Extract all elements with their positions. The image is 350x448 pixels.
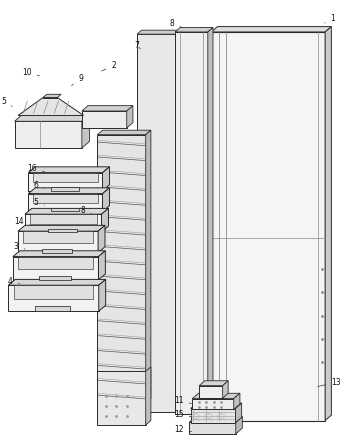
Polygon shape <box>82 115 90 148</box>
Polygon shape <box>325 26 331 421</box>
Polygon shape <box>28 194 103 211</box>
Text: 5: 5 <box>34 198 45 207</box>
Polygon shape <box>189 417 242 422</box>
Polygon shape <box>18 231 98 253</box>
Polygon shape <box>177 30 181 412</box>
Text: 4: 4 <box>8 277 20 286</box>
Polygon shape <box>189 422 236 434</box>
Polygon shape <box>98 225 105 253</box>
Polygon shape <box>199 386 223 398</box>
Polygon shape <box>35 306 70 311</box>
Polygon shape <box>29 214 97 224</box>
Polygon shape <box>208 27 213 414</box>
Text: 12: 12 <box>174 425 191 434</box>
Polygon shape <box>190 409 236 423</box>
Text: 7: 7 <box>135 41 140 50</box>
Text: 9: 9 <box>71 74 83 86</box>
Polygon shape <box>82 106 133 111</box>
Text: 8: 8 <box>170 18 182 27</box>
Text: 16: 16 <box>27 164 45 172</box>
Polygon shape <box>15 121 82 148</box>
Text: 2: 2 <box>102 61 116 71</box>
Polygon shape <box>18 257 93 269</box>
Polygon shape <box>102 208 108 232</box>
Polygon shape <box>137 34 177 412</box>
Polygon shape <box>18 225 105 231</box>
Polygon shape <box>236 403 241 423</box>
Polygon shape <box>82 111 127 128</box>
Polygon shape <box>234 393 240 409</box>
Polygon shape <box>38 276 71 280</box>
Polygon shape <box>103 188 110 211</box>
Text: 13: 13 <box>317 378 341 387</box>
Text: 6: 6 <box>34 181 45 190</box>
Polygon shape <box>146 367 151 425</box>
Text: 10: 10 <box>22 68 40 77</box>
Polygon shape <box>192 393 240 399</box>
Polygon shape <box>25 214 101 232</box>
Text: 3: 3 <box>14 242 25 251</box>
Polygon shape <box>127 106 133 128</box>
Polygon shape <box>33 194 98 203</box>
Polygon shape <box>211 26 331 32</box>
Polygon shape <box>33 172 98 182</box>
Polygon shape <box>190 403 241 409</box>
Polygon shape <box>99 280 106 311</box>
Polygon shape <box>8 285 99 311</box>
Polygon shape <box>28 167 110 172</box>
Polygon shape <box>97 371 146 425</box>
Polygon shape <box>51 208 79 211</box>
Polygon shape <box>18 98 84 116</box>
Polygon shape <box>236 417 242 434</box>
Polygon shape <box>43 94 61 98</box>
Polygon shape <box>28 188 110 194</box>
Polygon shape <box>14 285 93 299</box>
Polygon shape <box>28 172 103 190</box>
Polygon shape <box>199 381 228 386</box>
Text: 14: 14 <box>15 217 30 226</box>
Polygon shape <box>98 251 105 280</box>
Text: 11: 11 <box>174 396 191 405</box>
Text: 8: 8 <box>80 206 91 215</box>
Polygon shape <box>25 208 108 214</box>
Polygon shape <box>146 130 151 403</box>
Polygon shape <box>103 167 110 190</box>
Text: 1: 1 <box>324 14 335 23</box>
Polygon shape <box>175 32 208 414</box>
Text: 15: 15 <box>174 410 191 419</box>
Text: 5: 5 <box>1 97 12 107</box>
Polygon shape <box>48 229 77 232</box>
Polygon shape <box>13 251 105 257</box>
Polygon shape <box>137 30 181 34</box>
Polygon shape <box>51 187 79 190</box>
Polygon shape <box>211 32 325 421</box>
Polygon shape <box>13 257 98 280</box>
Polygon shape <box>175 27 213 32</box>
Polygon shape <box>42 249 72 253</box>
Polygon shape <box>23 231 93 243</box>
Polygon shape <box>97 130 151 135</box>
Polygon shape <box>192 399 234 409</box>
Polygon shape <box>15 115 90 121</box>
Polygon shape <box>8 280 106 285</box>
Polygon shape <box>223 381 228 398</box>
Polygon shape <box>97 135 146 403</box>
